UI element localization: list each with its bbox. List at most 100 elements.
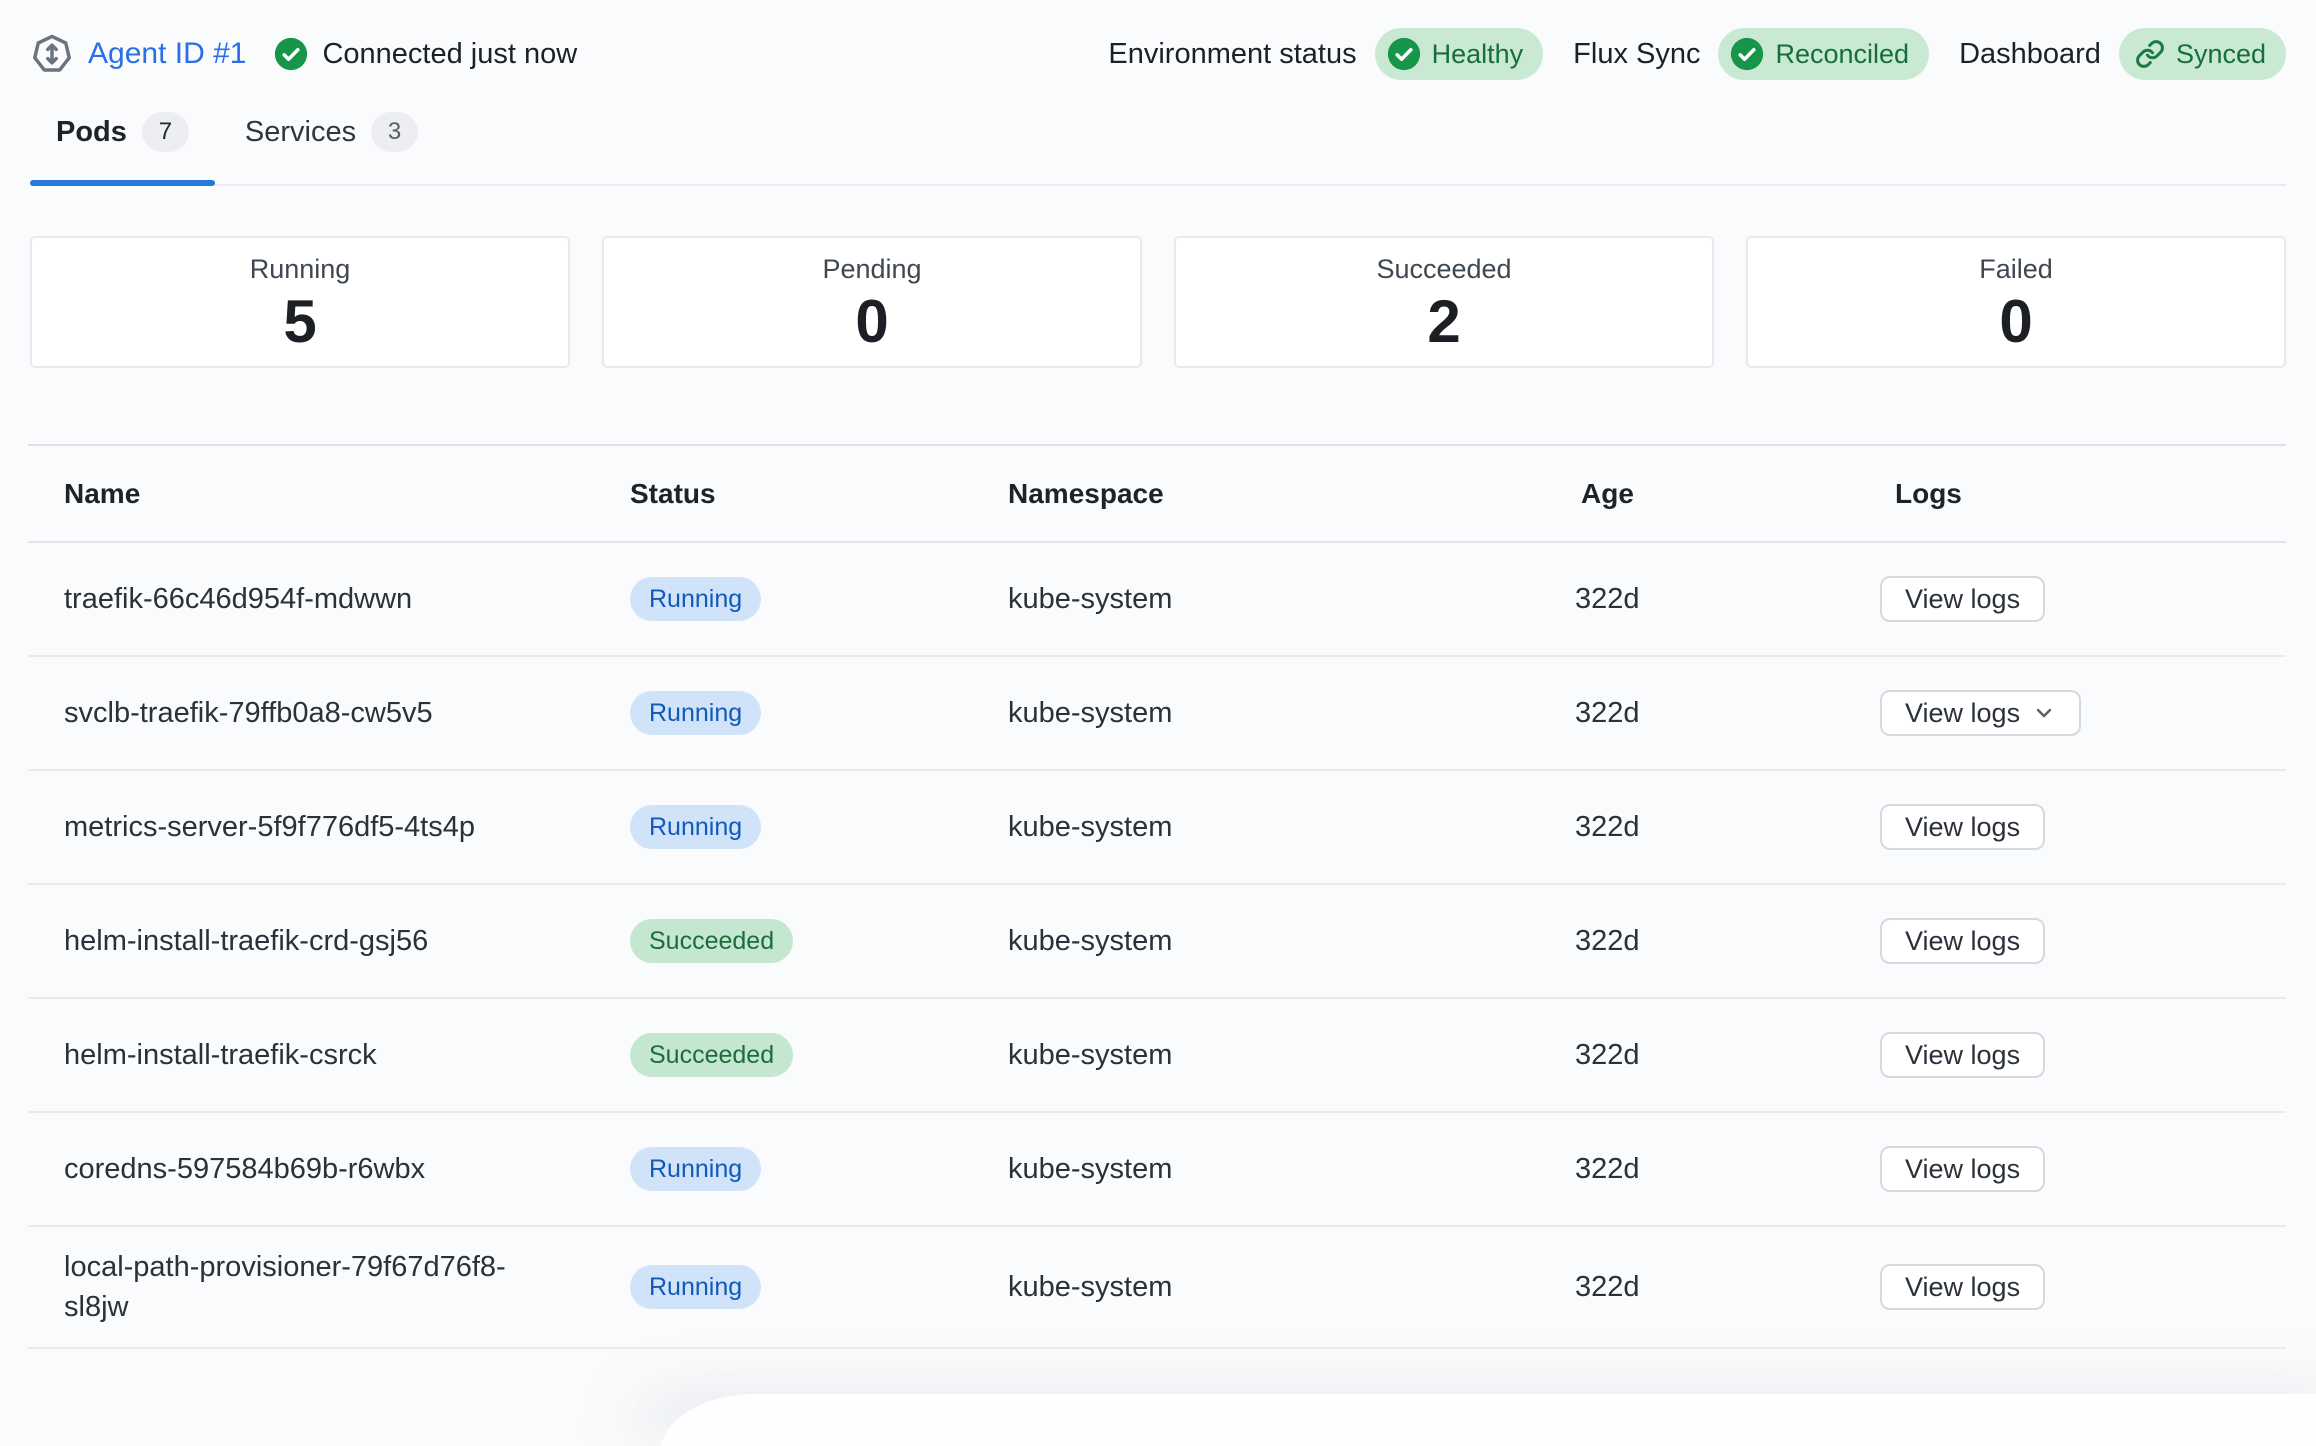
view-logs-button[interactable]: View logs <box>1880 690 2082 736</box>
pod-namespace: kube-system <box>1008 1270 1173 1303</box>
environment-badges: Environment status Healthy Flux Sync <box>1108 28 2286 80</box>
stat-label: Pending <box>822 254 922 284</box>
check-circle-icon <box>1730 37 1764 71</box>
pod-logs-cell: View logs <box>1865 576 2284 622</box>
view-logs-button[interactable]: View logs <box>1880 1146 2046 1192</box>
pod-age: 322d <box>1575 810 1640 843</box>
environment-status-group: Environment status Healthy <box>1108 28 1544 80</box>
pod-age: 322d <box>1575 1038 1640 1071</box>
pod-age: 322d <box>1575 582 1640 615</box>
tab-pods-label: Pods <box>56 115 127 148</box>
pod-logs-cell: View logs <box>1865 1264 2284 1310</box>
table-row: svclb-traefik-79ffb0a8-cw5v5 Running kub… <box>28 657 2286 771</box>
table-row: helm-install-traefik-crd-gsj56 Succeeded… <box>28 885 2286 999</box>
stat-card-succeeded: Succeeded 2 <box>1174 236 1714 368</box>
status-badge: Running <box>630 1147 762 1191</box>
view-logs-label: View logs <box>1905 697 2021 728</box>
pod-age: 322d <box>1575 1270 1640 1303</box>
environment-status-label: Environment status <box>1108 37 1357 70</box>
pod-name: helm-install-traefik-csrck <box>64 1039 377 1071</box>
bottom-panel-edge <box>660 1394 2316 1446</box>
pods-table: Name Status Namespace Age Logs traefik-6… <box>28 444 2286 1349</box>
connected-check-icon <box>274 37 308 71</box>
pod-status-cell: Running <box>630 1265 1008 1309</box>
pod-namespace: kube-system <box>1008 582 1173 615</box>
table-row: helm-install-traefik-csrck Succeeded kub… <box>28 999 2286 1113</box>
stat-value: 5 <box>283 288 317 355</box>
view-logs-label: View logs <box>1905 1153 2021 1184</box>
pod-name: coredns-597584b69b-r6wbx <box>64 1153 426 1185</box>
flux-sync-label: Flux Sync <box>1573 37 1701 70</box>
pod-age: 322d <box>1575 696 1640 729</box>
tab-services-label: Services <box>244 115 357 148</box>
pod-logs-cell: View logs <box>1865 690 2284 736</box>
tab-pods-count-badge: 7 <box>141 112 189 152</box>
view-logs-button[interactable]: View logs <box>1880 1032 2046 1078</box>
pod-stat-cards: Running 5 Pending 0 Succeeded 2 Failed 0 <box>30 236 2286 368</box>
pod-age: 322d <box>1575 924 1640 957</box>
status-badge: Running <box>630 691 762 735</box>
column-header-logs: Logs <box>1895 477 1962 509</box>
table-row: traefik-66c46d954f-mdwwn Running kube-sy… <box>28 543 2286 657</box>
pod-status-cell: Succeeded <box>630 1033 1008 1077</box>
stat-card-failed: Failed 0 <box>1746 236 2286 368</box>
flux-sync-group: Flux Sync Reconciled <box>1573 28 1930 80</box>
view-logs-label: View logs <box>1905 1271 2021 1302</box>
topbar: Agent ID #1 Connected just now Environme… <box>30 28 2286 80</box>
stat-label: Running <box>249 254 351 284</box>
stat-value: 0 <box>855 288 889 355</box>
link-icon <box>2135 39 2165 69</box>
view-logs-button[interactable]: View logs <box>1880 918 2046 964</box>
agent-status-group: Agent ID #1 Connected just now <box>30 32 577 76</box>
view-logs-label: View logs <box>1905 925 2021 956</box>
agent-id-link[interactable]: Agent ID #1 <box>88 37 247 70</box>
dashboard-group: Dashboard Synced <box>1959 28 2286 80</box>
stat-value: 2 <box>1427 288 1461 355</box>
pod-namespace: kube-system <box>1008 924 1173 957</box>
pod-name: metrics-server-5f9f776df5-4ts4p <box>64 811 475 843</box>
tab-pods[interactable]: Pods 7 <box>30 94 215 186</box>
pod-namespace: kube-system <box>1008 1152 1173 1185</box>
pod-name: helm-install-traefik-crd-gsj56 <box>64 925 429 957</box>
pod-namespace: kube-system <box>1008 810 1173 843</box>
view-logs-button[interactable]: View logs <box>1880 576 2046 622</box>
pod-logs-cell: View logs <box>1865 804 2284 850</box>
environment-status-badge: Healthy <box>1374 28 1544 80</box>
column-header-namespace: Namespace <box>1008 477 1164 509</box>
stat-label: Succeeded <box>1376 254 1512 284</box>
table-row: coredns-597584b69b-r6wbx Running kube-sy… <box>28 1113 2286 1227</box>
stat-card-pending: Pending 0 <box>602 236 1142 368</box>
tab-services[interactable]: Services 3 <box>219 94 444 184</box>
stat-card-running: Running 5 <box>30 236 570 368</box>
column-header-name: Name <box>64 477 141 509</box>
pod-namespace: kube-system <box>1008 696 1173 729</box>
flux-sync-badge: Reconciled <box>1718 28 1930 80</box>
pod-status-cell: Running <box>630 1147 1008 1191</box>
tab-services-count-badge: 3 <box>371 112 419 152</box>
pod-logs-cell: View logs <box>1865 918 2284 964</box>
pod-logs-cell: View logs <box>1865 1146 2284 1192</box>
status-badge: Succeeded <box>630 1033 794 1077</box>
status-badge: Running <box>630 1265 762 1309</box>
dashboard-label: Dashboard <box>1959 37 2101 70</box>
pod-age: 322d <box>1575 1152 1640 1185</box>
table-row: local-path-provisioner-79f67d76f8-sl8jw … <box>28 1227 2286 1349</box>
pod-status-cell: Running <box>630 805 1008 849</box>
view-logs-label: View logs <box>1905 1039 2021 1070</box>
view-logs-button[interactable]: View logs <box>1880 1264 2046 1310</box>
stat-label: Failed <box>1979 254 2053 284</box>
pod-name: traefik-66c46d954f-mdwwn <box>64 583 413 615</box>
connection-status: Connected just now <box>322 37 578 70</box>
view-logs-button[interactable]: View logs <box>1880 804 2046 850</box>
column-header-status: Status <box>630 477 716 509</box>
chevron-down-icon <box>2032 701 2056 725</box>
check-circle-icon <box>1387 37 1421 71</box>
tabs-bar: Pods 7 Services 3 <box>30 94 2286 186</box>
table-header-row: Name Status Namespace Age Logs <box>28 446 2286 543</box>
pod-status-cell: Running <box>630 577 1008 621</box>
table-row: metrics-server-5f9f776df5-4ts4p Running … <box>28 771 2286 885</box>
agent-icon <box>30 32 74 76</box>
status-badge: Succeeded <box>630 919 794 963</box>
stat-value: 0 <box>1999 288 2033 355</box>
table-body: traefik-66c46d954f-mdwwn Running kube-sy… <box>28 543 2286 1349</box>
